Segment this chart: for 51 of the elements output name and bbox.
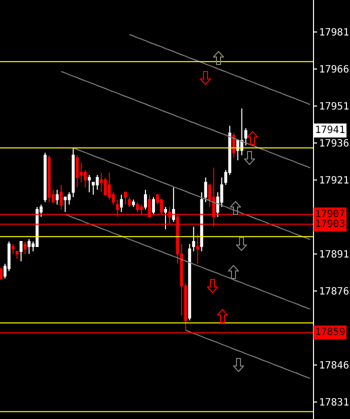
candlestick	[144, 189, 147, 210]
candlestick	[192, 226, 196, 252]
candlestick	[240, 108, 244, 156]
y-tick-label: 17981	[319, 28, 350, 39]
y-tick-label: 17891	[319, 249, 350, 260]
line-series	[60, 70, 310, 168]
candlestick	[188, 244, 192, 321]
candlestick	[124, 192, 127, 206]
line-series	[72, 147, 310, 240]
y-tick-label: 17876	[319, 286, 350, 298]
y-tick-label: 17966	[319, 64, 350, 76]
candlestick	[200, 192, 204, 252]
candlestick	[48, 154, 51, 203]
candlestick	[100, 172, 103, 193]
candlestick	[164, 206, 168, 230]
candlestick	[76, 154, 79, 188]
line-series	[64, 214, 310, 310]
ref-line-label: 17903	[315, 219, 346, 230]
candlestick	[196, 234, 200, 264]
candlestick	[120, 194, 123, 212]
candlestick	[108, 172, 111, 200]
y-tick-label: 17831	[319, 397, 350, 408]
annotation: 17941	[315, 125, 346, 136]
candlestick	[172, 186, 176, 222]
ref-line-label: 17859	[315, 327, 346, 338]
candlestick	[104, 176, 107, 196]
candlestick	[132, 199, 135, 208]
y-tick-label: 17951	[319, 101, 350, 112]
y-tick-label: 17921	[319, 175, 350, 186]
y-tick-label: 17846	[319, 360, 350, 372]
candlestick	[136, 202, 139, 212]
y-tick-label: 17936	[319, 138, 350, 150]
candlestick	[28, 238, 31, 254]
ref-line-label: 17907	[315, 209, 346, 220]
candlestick	[152, 196, 155, 215]
candlestick	[244, 128, 248, 146]
line-series	[128, 34, 310, 105]
candlestick	[56, 189, 59, 206]
candlestick	[128, 196, 131, 208]
candlestick	[96, 174, 99, 190]
candlestick	[12, 244, 15, 254]
candlestick	[64, 196, 67, 212]
candlestick	[44, 152, 47, 203]
candlestick	[60, 184, 63, 210]
line-series	[185, 330, 310, 379]
candlestick	[16, 250, 19, 260]
candlestick	[0, 268, 2, 280]
candlestick	[24, 241, 27, 254]
candlestick	[20, 241, 23, 262]
candlestick	[88, 174, 91, 193]
candlestick	[204, 176, 208, 203]
